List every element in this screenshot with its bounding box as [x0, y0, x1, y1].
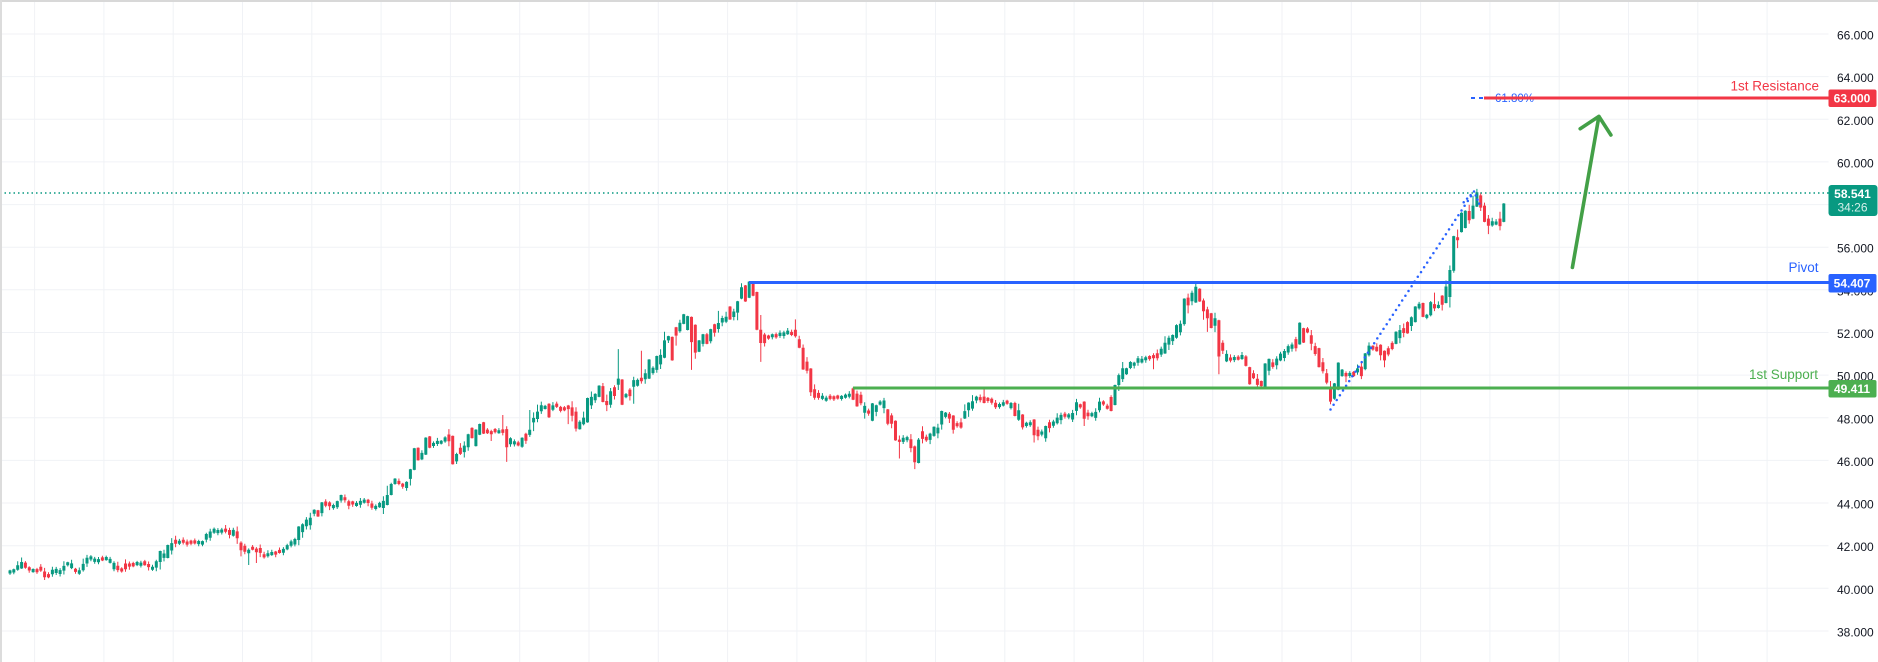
- svg-text:64.000: 64.000: [1837, 71, 1874, 85]
- svg-text:48.000: 48.000: [1837, 412, 1874, 426]
- svg-text:40.000: 40.000: [1837, 583, 1874, 597]
- svg-text:44.000: 44.000: [1837, 498, 1874, 512]
- svg-text:38.000: 38.000: [1837, 626, 1874, 640]
- svg-text:1st Resistance: 1st Resistance: [1730, 79, 1819, 94]
- svg-text:54.407: 54.407: [1834, 277, 1871, 291]
- svg-text:60.000: 60.000: [1837, 156, 1874, 170]
- svg-text:66.000: 66.000: [1837, 29, 1874, 43]
- svg-text:58.541: 58.541: [1834, 187, 1871, 201]
- svg-text:1st Support: 1st Support: [1749, 367, 1818, 382]
- svg-text:46.000: 46.000: [1837, 455, 1874, 469]
- svg-text:63.000: 63.000: [1834, 92, 1871, 106]
- svg-text:56.000: 56.000: [1837, 242, 1874, 256]
- svg-text:49.411: 49.411: [1834, 382, 1870, 396]
- svg-text:52.000: 52.000: [1837, 327, 1874, 341]
- svg-text:34:26: 34:26: [1837, 201, 1867, 215]
- svg-text:62.000: 62.000: [1837, 114, 1874, 128]
- svg-text:Pivot: Pivot: [1788, 260, 1818, 275]
- svg-text:42.000: 42.000: [1837, 540, 1874, 554]
